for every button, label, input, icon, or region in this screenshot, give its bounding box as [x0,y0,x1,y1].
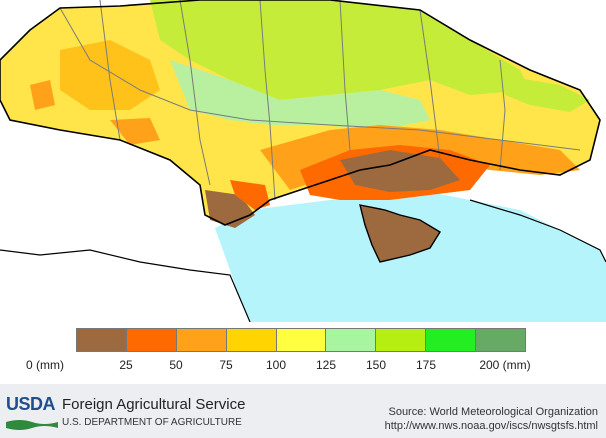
legend-tick-label: 125 [315,358,337,372]
legend-tick-labels: 0 (mm) 25 50 75 100 125 150 175 200 (mm) [0,358,606,378]
legend-tick-label: 200 (mm) [479,358,531,372]
legend-color-bar [76,328,526,352]
precipitation-legend: 0 (mm) 25 50 75 100 125 150 175 200 (mm) [0,322,606,382]
source-text: Source: World Meteorological Organizatio… [388,406,598,418]
north-green-zone [150,0,530,100]
southwest-coastline [0,249,251,322]
legend-swatch [77,329,127,351]
legend-swatch [126,329,177,351]
precipitation-map [0,0,606,322]
legend-swatch [426,329,477,351]
legend-swatch [276,329,327,351]
west-amber [110,118,160,145]
light-green-zone [170,60,430,130]
legend-swatch [376,329,427,351]
legend-tick-label: 100 [265,358,287,372]
northeast-green [500,75,590,112]
legend-swatch [226,329,277,351]
legend-tick-label: 75 [219,358,233,372]
usda-logo-text: USDA [6,394,56,414]
legend-swatch [176,329,227,351]
south-brown-zone [340,150,460,192]
legend-tick-label: 25 [119,358,133,372]
far-west-orange [30,80,55,110]
southeast-coastline [469,199,606,263]
agency-name: Foreign Agricultural Service [62,396,246,413]
legend-swatch [326,329,377,351]
black-sea [215,190,606,322]
legend-tick-label: 50 [169,358,183,372]
legend-swatch [476,329,526,351]
admin-borders [59,0,581,201]
legend-tick-label: 150 [365,358,387,372]
department-name: U.S. DEPARTMENT OF AGRICULTURE [62,417,242,428]
legend-tick-label: 0 (mm) [26,358,64,372]
usda-logo-icon [6,420,58,430]
country-outline [0,0,601,226]
footer: USDA Foreign Agricultural Service U.S. D… [0,384,606,438]
crimea [360,205,440,262]
west-orange [60,40,160,110]
odesa-red [230,180,270,210]
source-url[interactable]: http://www.nws.noaa.gov/iscs/nwsgtsfs.ht… [384,420,598,432]
legend-tick-label: 175 [415,358,437,372]
crimea-outline [359,204,441,263]
